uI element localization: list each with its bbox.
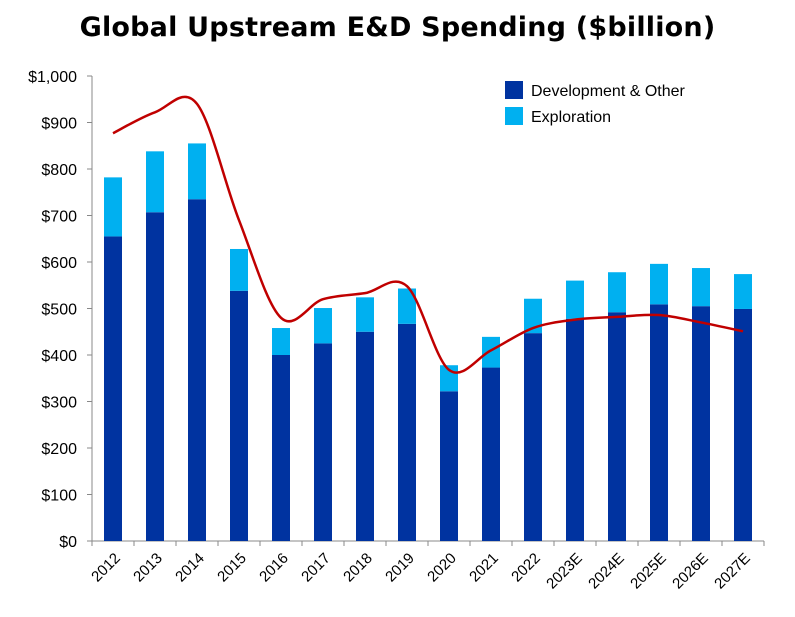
x-tick-label: 2019	[382, 550, 418, 586]
y-tick-label: $300	[41, 395, 77, 412]
chart-title: Global Upstream E&D Spending ($billion)	[79, 12, 716, 43]
bar-development	[440, 391, 458, 541]
bar-development	[650, 304, 668, 541]
x-tick-label: 2015	[214, 550, 250, 586]
x-tick-label: 2024E	[585, 550, 628, 593]
legend-swatch-exploration	[505, 107, 523, 125]
x-tick-label: 2016	[256, 550, 292, 586]
y-tick-label: $800	[41, 162, 77, 179]
x-tick-label: 2022	[508, 550, 544, 586]
bar-exploration	[482, 336, 500, 368]
bar-development	[734, 308, 752, 541]
x-tick-label: 2017	[298, 550, 334, 586]
x-tick-label: 2012	[88, 550, 124, 586]
y-tick-label: $900	[41, 116, 77, 133]
y-tick-label: $0	[59, 534, 77, 551]
bar-exploration	[398, 288, 416, 324]
legend-swatch-development	[505, 81, 523, 99]
bar-development	[356, 331, 374, 541]
trend-line-group	[112, 95, 744, 374]
bar-exploration	[566, 280, 584, 319]
x-tick-label: 2027E	[711, 550, 754, 593]
legend-label-exploration: Exploration	[531, 109, 611, 126]
y-tick-label: $500	[41, 302, 77, 319]
legend: Development & Other Exploration	[505, 81, 686, 126]
y-tick-label: $400	[41, 348, 77, 365]
bar-development	[188, 199, 206, 541]
x-tick-label: 2023E	[543, 550, 586, 593]
trend-line	[112, 95, 744, 374]
bar-development	[566, 318, 584, 541]
bar-development	[272, 355, 290, 541]
bar-exploration	[146, 151, 164, 213]
bar-development	[314, 343, 332, 541]
bar-development	[482, 367, 500, 541]
bar-exploration	[272, 328, 290, 355]
x-tick-label: 2026E	[669, 550, 712, 593]
bar-development	[104, 236, 122, 542]
bar-exploration	[692, 268, 710, 307]
bar-exploration	[104, 177, 122, 237]
y-tick-label: $200	[41, 441, 77, 458]
bar-exploration	[650, 263, 668, 305]
x-tick-label: 2018	[340, 550, 376, 586]
bar-development	[146, 212, 164, 541]
bar-development	[230, 290, 248, 541]
x-axis: 2012 2013 2014 2015 2016 2017 2018 2019 2020 2021…	[88, 540, 765, 593]
bar-exploration	[314, 308, 332, 344]
y-tick-label: $1,000	[28, 69, 77, 86]
bar-development	[692, 306, 710, 541]
x-tick-label: 2014	[172, 550, 208, 586]
bar-exploration	[734, 274, 752, 309]
x-tick-label: 2021	[466, 550, 502, 586]
bar-development	[398, 323, 416, 541]
y-tick-label: $600	[41, 255, 77, 272]
bar-exploration	[188, 143, 206, 200]
y-tick-label: $100	[41, 488, 77, 505]
y-tick-label: $700	[41, 209, 77, 226]
bar-exploration	[524, 298, 542, 334]
x-tick-label: 2020	[424, 550, 460, 586]
bar-exploration	[608, 272, 626, 313]
bar-development	[524, 333, 542, 541]
bar-exploration	[356, 297, 374, 332]
y-axis: $0 $100 $200 $300 $400 $500 $600 $700 $800 $900 $1…	[28, 69, 93, 551]
legend-label-development: Development & Other	[531, 83, 686, 100]
bar-exploration	[230, 248, 248, 291]
x-tick-label: 2013	[130, 550, 166, 586]
bars	[104, 143, 752, 542]
x-tick-label: 2025E	[627, 550, 670, 593]
bar-development	[608, 312, 626, 541]
